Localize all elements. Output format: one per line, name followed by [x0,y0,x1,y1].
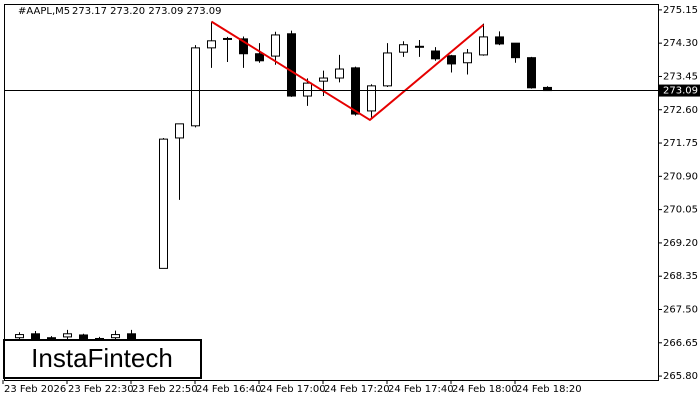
y-tick-label: 270.05 [663,205,698,216]
x-tick-label: 24 Feb 18:00 [452,384,518,395]
candle-body [319,77,328,82]
candle-body [63,333,72,338]
y-tick-label: 267.50 [663,305,698,316]
candle-body [527,57,536,89]
candle-body [175,123,184,139]
pattern-line [210,20,485,122]
candle-body [431,50,440,60]
y-tick-label: 273.45 [663,71,698,82]
candle-body [399,44,408,53]
symbol: #AAPL,M5 [18,6,70,17]
candle-body [15,334,24,339]
candle-body [335,68,344,79]
candle-body [367,85,376,112]
y-tick-label: 271.75 [663,138,698,149]
candle-body [223,37,232,40]
candle-body [303,82,312,97]
candle-body [463,52,472,64]
watermark: InstaFintech [31,343,173,373]
candle-body [79,334,88,339]
candle-body [111,334,120,339]
y-tick-label: 268.35 [663,271,698,282]
y-tick-label: 265.80 [663,371,698,382]
candle-body [287,33,296,97]
candle-body [415,45,424,48]
candle-body [495,36,504,45]
candle-body [271,34,280,57]
y-tick-label: 270.90 [663,171,698,182]
y-tick-label: 272.60 [663,105,698,116]
x-tick-label: 24 Feb 18:20 [516,384,582,395]
candle-body [31,333,40,340]
y-tick-label: 274.30 [663,38,698,49]
candle-body [383,52,392,87]
candle-body [191,47,200,127]
candle-body [239,38,248,55]
candle-body [207,40,216,49]
x-tick-label: 23 Feb 22:30 [68,384,134,395]
last-price-label: 273.09 [663,86,698,97]
candle-body [479,36,488,56]
candle-body [447,55,456,65]
candle-body [255,53,264,62]
last-price-box [659,84,700,97]
candle-body [511,42,520,59]
x-tick-label: 24 Feb 17:40 [388,384,454,395]
y-tick-label: 266.65 [663,338,698,349]
watermark-box [3,339,202,379]
plot-frame [4,4,659,381]
y-tick-label: 269.20 [663,238,698,249]
candle-body [127,333,136,340]
x-tick-label: 24 Feb 17:00 [260,384,326,395]
x-tick-label: 24 Feb 17:20 [324,384,390,395]
candle-body [159,138,168,269]
y-tick-label: 275.15 [663,5,698,16]
x-tick-label: 24 Feb 16:40 [196,384,262,395]
x-tick-label: 23 Feb 2026 [4,384,66,395]
x-tick-label: 23 Feb 22:50 [132,384,198,395]
candle-body [47,337,56,340]
ohlc-header: 273.17 273.20 273.09 273.09 [72,6,222,17]
